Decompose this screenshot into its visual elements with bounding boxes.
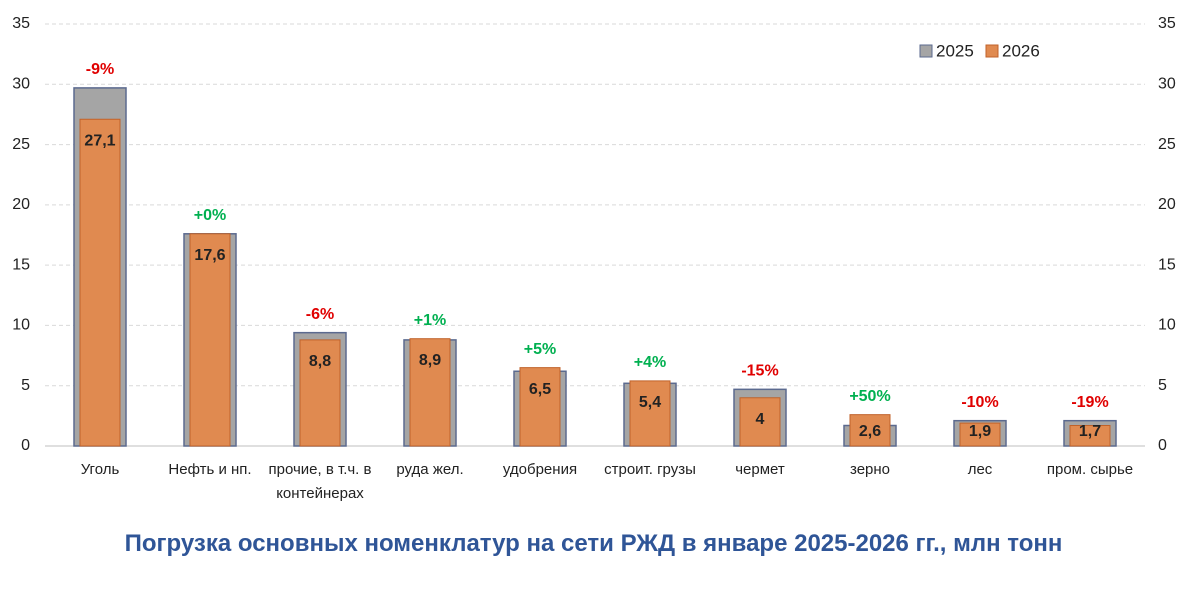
value-label: 17,6 — [194, 247, 225, 264]
y2-tick-label: 15 — [1158, 256, 1176, 273]
x-tick-label: руда жел. — [396, 461, 464, 478]
y2-tick-label: 0 — [1158, 437, 1167, 454]
value-label: 5,4 — [639, 394, 661, 411]
legend-swatch — [985, 44, 999, 58]
x-tick-label: лес — [967, 461, 993, 478]
y-tick-label: 5 — [21, 377, 30, 394]
bar-2026 — [739, 397, 781, 447]
change-label: -9% — [86, 61, 114, 78]
bar-2026 — [959, 422, 1001, 447]
bar-2026 — [849, 414, 891, 447]
value-label: 6,5 — [529, 381, 551, 398]
bar-2026 — [79, 118, 121, 447]
y-tick-label: 10 — [12, 317, 30, 334]
y-tick-label: 35 — [12, 15, 30, 32]
change-label: +5% — [524, 341, 556, 358]
x-tick-label: Нефть и нп. — [168, 461, 252, 478]
change-label: -19% — [1071, 394, 1108, 411]
change-label: +0% — [194, 207, 226, 224]
legend-swatch — [919, 44, 933, 58]
y2-tick-label: 5 — [1158, 377, 1167, 394]
y2-tick-label: 20 — [1158, 196, 1176, 213]
legend-label: 2026 — [1002, 41, 1040, 60]
value-label: 2,6 — [859, 423, 881, 440]
x-tick-label: прочие, в т.ч. в контейнерах — [268, 461, 372, 502]
y-tick-label: 15 — [12, 256, 30, 273]
value-label: 4 — [756, 411, 765, 428]
value-label: 1,7 — [1079, 423, 1101, 440]
y2-tick-label: 10 — [1158, 317, 1176, 334]
y-tick-label: 20 — [12, 196, 30, 213]
chart-title: Погрузка основных номенклатур на сети РЖ… — [124, 530, 1063, 557]
value-label: 8,8 — [309, 353, 331, 370]
x-tick-label: Уголь — [80, 461, 120, 478]
value-label: 8,9 — [419, 352, 441, 369]
x-tick-label: удобрения — [502, 461, 578, 478]
x-tick-label: зерно — [849, 461, 891, 478]
change-label: +1% — [414, 312, 446, 329]
bar-2026 — [1069, 425, 1111, 447]
legend-label: 2025 — [936, 41, 974, 60]
x-tick-label: чермет — [735, 461, 785, 478]
value-label: 27,1 — [84, 132, 115, 149]
y-tick-label: 30 — [12, 76, 30, 93]
y-tick-label: 25 — [12, 136, 30, 153]
value-label: 1,9 — [969, 423, 991, 440]
bar-2026 — [189, 233, 231, 447]
y-tick-label: 0 — [21, 437, 30, 454]
y2-tick-label: 35 — [1158, 15, 1176, 32]
bar-2026 — [409, 338, 451, 447]
x-tick-label: пром. сырье — [1046, 461, 1134, 478]
y2-tick-label: 30 — [1158, 76, 1176, 93]
change-label: -6% — [306, 306, 334, 323]
change-label: +4% — [634, 354, 666, 371]
change-label: +50% — [849, 388, 890, 405]
change-label: -15% — [741, 363, 778, 380]
bar-2026 — [519, 367, 561, 447]
x-tick-label: строит. грузы — [604, 461, 696, 478]
y2-tick-label: 25 — [1158, 136, 1176, 153]
bar-2026 — [299, 339, 341, 447]
bar-2026 — [629, 380, 671, 447]
change-label: -10% — [961, 394, 998, 411]
